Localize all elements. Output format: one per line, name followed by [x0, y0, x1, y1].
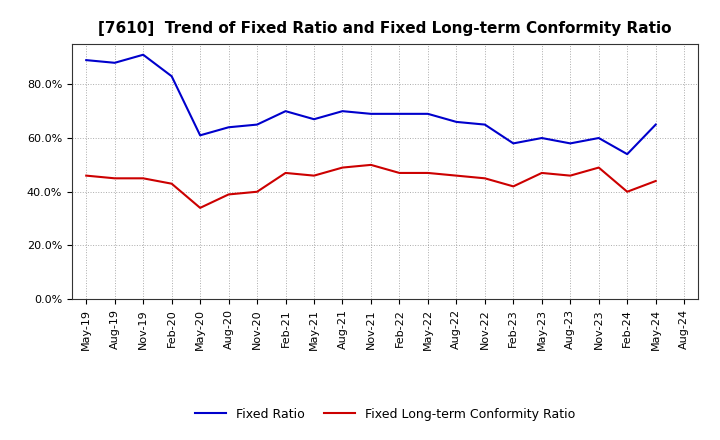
Fixed Ratio: [253, 122, 261, 127]
Fixed Long-term Conformity Ratio: [595, 165, 603, 170]
Fixed Long-term Conformity Ratio: [225, 192, 233, 197]
Fixed Long-term Conformity Ratio: [253, 189, 261, 194]
Fixed Long-term Conformity Ratio: [423, 170, 432, 176]
Fixed Ratio: [623, 151, 631, 157]
Line: Fixed Ratio: Fixed Ratio: [86, 55, 656, 154]
Fixed Ratio: [110, 60, 119, 66]
Fixed Long-term Conformity Ratio: [509, 184, 518, 189]
Fixed Ratio: [139, 52, 148, 57]
Fixed Long-term Conformity Ratio: [452, 173, 461, 178]
Fixed Ratio: [395, 111, 404, 117]
Fixed Long-term Conformity Ratio: [196, 205, 204, 210]
Line: Fixed Long-term Conformity Ratio: Fixed Long-term Conformity Ratio: [86, 165, 656, 208]
Fixed Ratio: [310, 117, 318, 122]
Fixed Long-term Conformity Ratio: [139, 176, 148, 181]
Fixed Ratio: [282, 109, 290, 114]
Fixed Ratio: [82, 58, 91, 63]
Fixed Long-term Conformity Ratio: [623, 189, 631, 194]
Fixed Long-term Conformity Ratio: [537, 170, 546, 176]
Title: [7610]  Trend of Fixed Ratio and Fixed Long-term Conformity Ratio: [7610] Trend of Fixed Ratio and Fixed Lo…: [99, 21, 672, 36]
Fixed Long-term Conformity Ratio: [282, 170, 290, 176]
Fixed Ratio: [452, 119, 461, 125]
Fixed Ratio: [595, 136, 603, 141]
Fixed Ratio: [366, 111, 375, 117]
Fixed Long-term Conformity Ratio: [366, 162, 375, 168]
Fixed Long-term Conformity Ratio: [652, 178, 660, 183]
Fixed Ratio: [225, 125, 233, 130]
Fixed Ratio: [480, 122, 489, 127]
Fixed Ratio: [167, 73, 176, 79]
Fixed Long-term Conformity Ratio: [310, 173, 318, 178]
Fixed Ratio: [566, 141, 575, 146]
Fixed Long-term Conformity Ratio: [395, 170, 404, 176]
Fixed Ratio: [537, 136, 546, 141]
Fixed Long-term Conformity Ratio: [82, 173, 91, 178]
Fixed Long-term Conformity Ratio: [167, 181, 176, 186]
Fixed Ratio: [196, 133, 204, 138]
Fixed Ratio: [423, 111, 432, 117]
Legend: Fixed Ratio, Fixed Long-term Conformity Ratio: Fixed Ratio, Fixed Long-term Conformity …: [190, 403, 580, 425]
Fixed Ratio: [509, 141, 518, 146]
Fixed Ratio: [338, 109, 347, 114]
Fixed Long-term Conformity Ratio: [566, 173, 575, 178]
Fixed Long-term Conformity Ratio: [338, 165, 347, 170]
Fixed Long-term Conformity Ratio: [110, 176, 119, 181]
Fixed Ratio: [652, 122, 660, 127]
Fixed Long-term Conformity Ratio: [480, 176, 489, 181]
